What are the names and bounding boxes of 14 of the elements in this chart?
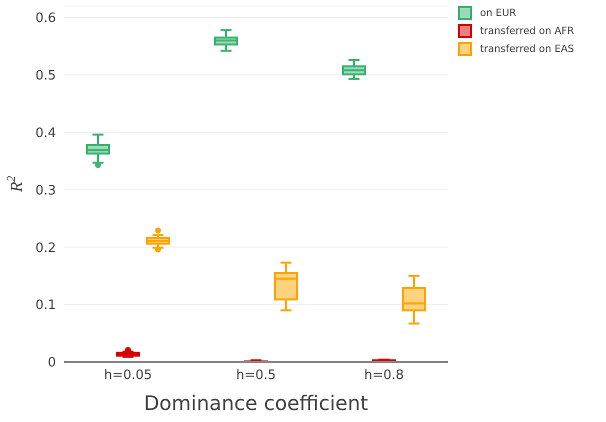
x-tick-label: h=0.05 — [104, 368, 152, 384]
x-axis-title: Dominance coefficient — [144, 391, 368, 415]
y-tick-label: 0.5 — [35, 68, 56, 84]
y-tick-label: 0 — [48, 356, 56, 371]
x-tick-label: h=0.5 — [236, 368, 276, 384]
y-tick-label: 0.2 — [35, 240, 56, 256]
legend-label: on EUR — [480, 8, 516, 18]
y-tick-label: 0.3 — [35, 183, 56, 198]
y-tick-label: 0.1 — [35, 298, 56, 314]
legend-label: transferred on AFR — [480, 26, 574, 36]
y-tick-label: 0.4 — [35, 126, 56, 141]
y-tick-label: 0.6 — [35, 11, 56, 26]
legend-label: transferred on EAS — [480, 44, 574, 54]
x-tick-label: h=0.8 — [364, 368, 404, 384]
